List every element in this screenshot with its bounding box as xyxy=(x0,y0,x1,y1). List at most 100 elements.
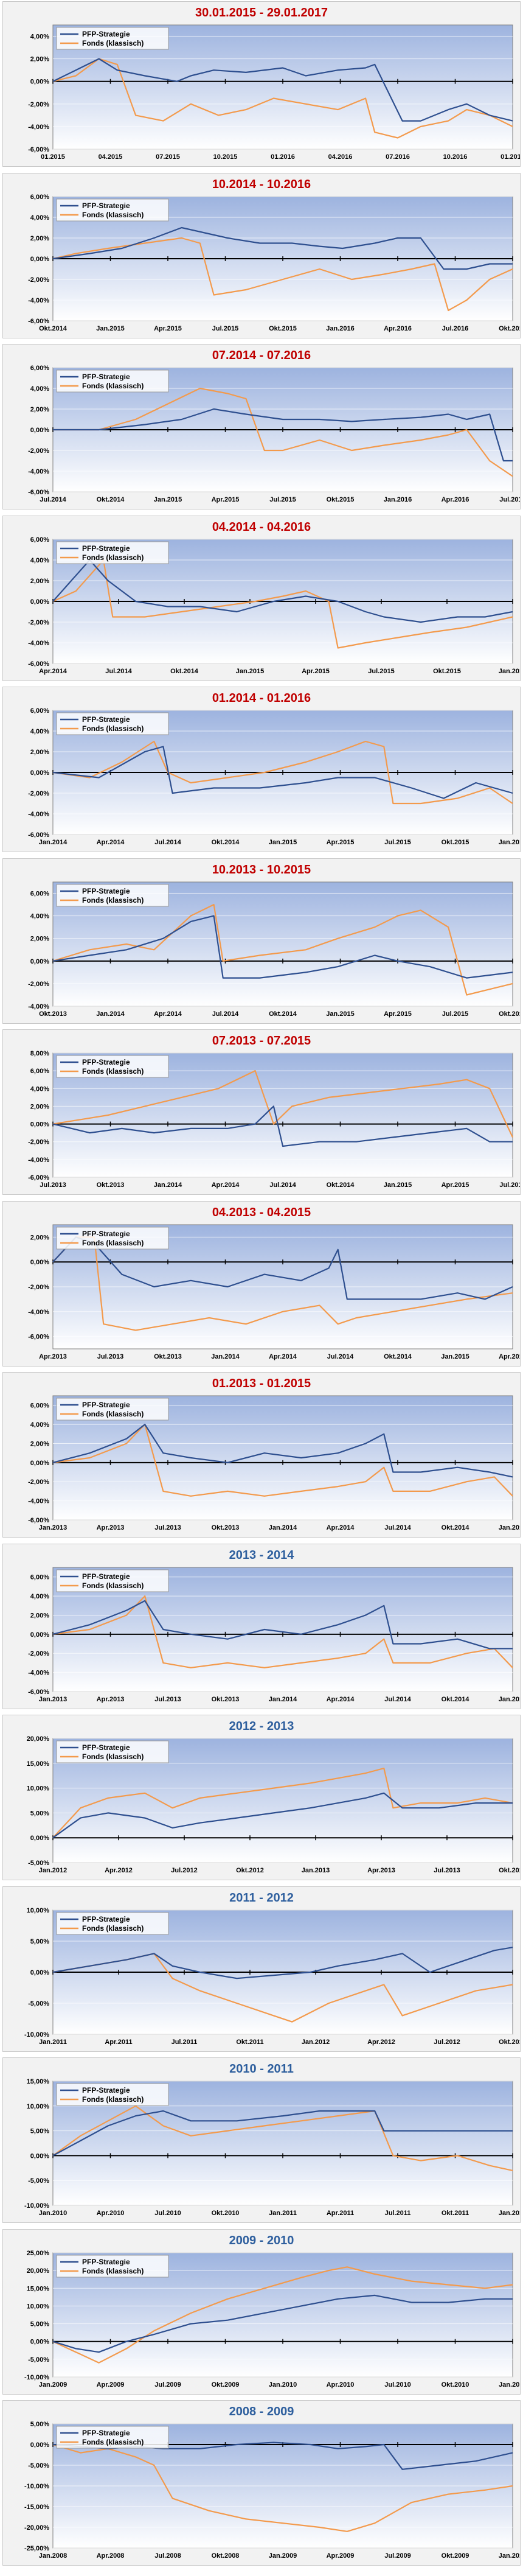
y-tick-label: 6,00% xyxy=(30,1068,49,1075)
y-tick-label: 5,00% xyxy=(30,2128,49,2135)
legend-label: PFP-Strategie xyxy=(82,1230,130,1238)
x-tick-label: Apr.2016 xyxy=(442,496,469,503)
series-line-fonds xyxy=(52,903,513,996)
y-tick-label: 5,00% xyxy=(30,2421,49,2428)
x-tick-label: Okt.2015 xyxy=(269,325,297,332)
x-tick-label: Jan.2015 xyxy=(154,496,182,503)
y-tick-label: 4,00% xyxy=(30,1421,49,1429)
y-tick-label: 5,00% xyxy=(30,2320,49,2328)
y-tick-label: 6,00% xyxy=(30,707,49,715)
x-tick-label: Okt.2014 xyxy=(442,1696,470,1703)
y-tick-label: 10,00% xyxy=(27,1907,50,1914)
series-line-fonds xyxy=(52,1069,513,1138)
y-tick-label: 0,00% xyxy=(30,1631,49,1638)
chart-svg: 6,00%4,00%2,00%0,00%-2,00%-4,00%-6,00%Ja… xyxy=(28,1567,520,1703)
x-tick-label: 01.2017 xyxy=(500,153,520,161)
x-tick-label: Okt.2013 xyxy=(97,1181,125,1189)
x-tick-label: 07.2016 xyxy=(386,153,410,161)
x-tick-label: Jul.2014 xyxy=(40,496,66,503)
legend-label: PFP-Strategie xyxy=(82,1915,130,1923)
y-tick-label: -4,00% xyxy=(28,468,49,475)
x-tick-label: Apr.2013 xyxy=(39,1353,67,1360)
legend xyxy=(56,1055,169,1078)
chart-title: 01.2013 - 01.2015 xyxy=(212,1377,311,1390)
y-tick-label: -4,00% xyxy=(28,1003,49,1010)
legend-label: PFP-Strategie xyxy=(82,1572,130,1581)
x-tick-label: Apr.2013 xyxy=(97,1696,125,1703)
x-tick-label: Apr.2009 xyxy=(97,2381,125,2389)
x-tick-label: Jan.2016 xyxy=(499,668,520,675)
y-tick-label: -6,00% xyxy=(28,1689,49,1696)
chart-title: 2012 - 2013 xyxy=(229,1720,294,1733)
x-tick-label: Apr.2014 xyxy=(269,1353,297,1360)
x-tick-label: Okt.2013 xyxy=(39,1010,67,1018)
x-tick-label: Apr.2015 xyxy=(212,496,240,503)
x-tick-label: Apr.2013 xyxy=(367,1867,395,1874)
chart-panel: 07.2014 - 07.2016 6,00% 4,00% 2,00% 0,00% -2,… xyxy=(2,344,521,509)
x-tick-label: Apr.2016 xyxy=(384,325,412,332)
legend xyxy=(56,27,169,50)
y-tick-label: 4,00% xyxy=(30,728,49,735)
x-tick-label: Jul.2009 xyxy=(154,2381,181,2389)
x-tick-label: Jul.2014 xyxy=(384,1524,411,1531)
chart-title: 2013 - 2014 xyxy=(229,1548,294,1562)
y-tick-label: -2,00% xyxy=(28,447,49,455)
legend-label: PFP-Strategie xyxy=(82,373,130,381)
x-tick-label: Jul.2011 xyxy=(385,2210,411,2217)
x-tick-label: Okt.2015 xyxy=(433,668,461,675)
x-tick-label: Apr.2015 xyxy=(499,1353,520,1360)
chart-title: 30.01.2015 - 29.01.2017 xyxy=(195,6,328,19)
x-tick-label: Jul.2010 xyxy=(154,2210,181,2217)
x-tick-label: Jan.2010 xyxy=(39,2210,67,2217)
y-tick-label: -6,00% xyxy=(28,1517,49,1524)
legend-label: PFP-Strategie xyxy=(82,1743,130,1752)
chart-svg: 6,00%4,00%2,00%0,00%-2,00%-4,00%-6,00%Ja… xyxy=(28,1395,520,1531)
x-tick-label: 01.2015 xyxy=(41,153,65,161)
x-tick-label: Jul.2010 xyxy=(384,2381,410,2389)
y-tick-label: 0,00% xyxy=(30,1835,49,1842)
y-tick-label: 5,00% xyxy=(30,1938,49,1945)
x-tick-label: Okt.2014 xyxy=(97,496,125,503)
legend-label: Fonds (klassisch) xyxy=(82,553,144,562)
y-tick-label: 2,00% xyxy=(30,749,49,756)
legend xyxy=(56,1912,169,1934)
chart-panel: 2012 - 2013 20,00% 15,00% 10,00% 5,00% 0,00% -… xyxy=(2,1715,521,1880)
x-tick-label: Jul.2014 xyxy=(327,1353,354,1360)
x-tick-label: Jul.2015 xyxy=(499,1181,520,1189)
y-tick-label: -10,00% xyxy=(24,2374,49,2381)
x-tick-label: Jan.2012 xyxy=(499,2210,520,2217)
x-tick-label: Jan.2015 xyxy=(326,1010,354,1018)
series-line-fonds xyxy=(52,58,513,139)
chart-svg: 15,00%10,00%5,00%0,00%-5,00%-10,00%Jan.2… xyxy=(24,2078,520,2217)
y-tick-label: 2,00% xyxy=(30,235,49,242)
legend xyxy=(56,2255,169,2277)
y-tick-label: -10,00% xyxy=(24,2031,49,2039)
x-tick-label: Jan.2016 xyxy=(499,839,520,846)
chart-panel: 04.2013 - 04.2015 2,00% 0,00% -2,00% -4,00% -… xyxy=(2,1200,521,1367)
chart-title: 2011 - 2012 xyxy=(229,1891,294,1905)
x-tick-label: Okt.2010 xyxy=(442,2381,469,2389)
x-tick-label: Jan.2015 xyxy=(499,1696,520,1703)
y-tick-label: 6,00% xyxy=(30,890,49,897)
y-tick-label: -6,00% xyxy=(28,1333,49,1340)
y-tick-label: 0,00% xyxy=(30,598,49,606)
y-tick-label: 2,00% xyxy=(30,1103,49,1110)
legend-label: Fonds (klassisch) xyxy=(82,1239,144,1247)
x-tick-label: Jul.2015 xyxy=(368,668,394,675)
y-tick-label: 6,00% xyxy=(30,1402,49,1410)
x-tick-label: Okt.2009 xyxy=(212,2381,240,2389)
y-tick-label: 8,00% xyxy=(30,1050,49,1057)
x-tick-label: Okt.2015 xyxy=(442,839,469,846)
chart-panel: 2010 - 2011 15,00% 10,00% 5,00% 0,00% -5,00% -… xyxy=(2,2057,521,2223)
chart-panel: 2008 - 2009 5,00% 0,00% -5,00% -10,00% -15,00… xyxy=(2,2400,521,2566)
series-line-fonds xyxy=(52,1423,513,1497)
legend xyxy=(56,369,169,393)
legend-label: PFP-Strategie xyxy=(82,1058,130,1066)
legend xyxy=(56,1227,169,1249)
y-tick-label: 6,00% xyxy=(30,365,49,372)
legend xyxy=(56,198,169,221)
x-tick-label: Jul.2008 xyxy=(154,2552,181,2560)
x-tick-label: Apr.2012 xyxy=(367,2039,395,2046)
x-tick-label: Jul.2015 xyxy=(384,839,410,846)
y-tick-label: 0,00% xyxy=(30,2338,49,2345)
